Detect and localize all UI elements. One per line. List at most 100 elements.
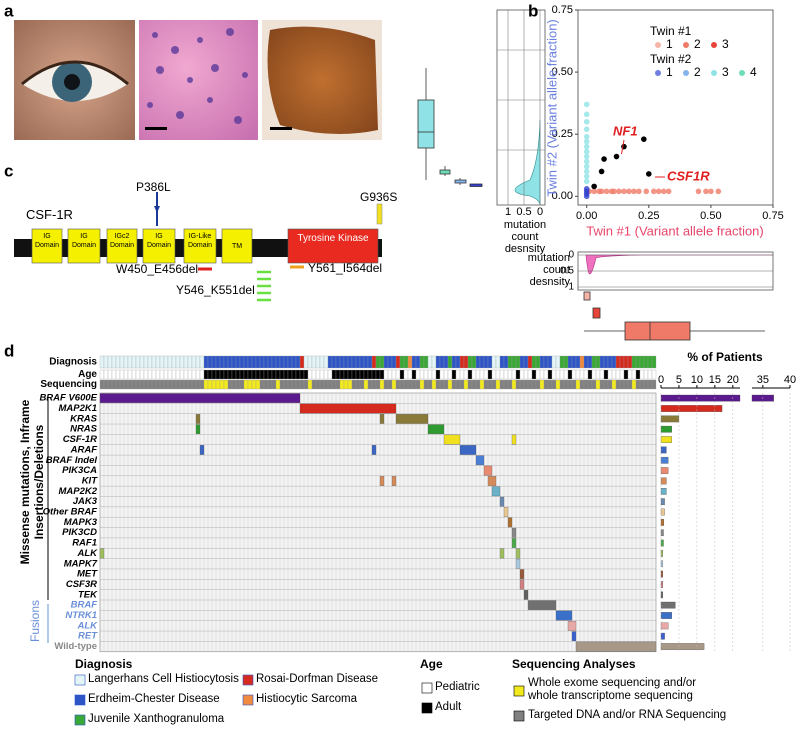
age-cell bbox=[427, 369, 433, 380]
deletion-label: Y546_K551del bbox=[176, 283, 255, 297]
diagnosis-cell bbox=[355, 355, 361, 369]
age-cell bbox=[291, 369, 297, 380]
diagnosis-cell bbox=[223, 355, 229, 369]
domain bbox=[67, 228, 101, 264]
sequencing-cell bbox=[419, 379, 425, 390]
diagnosis-cell bbox=[535, 355, 541, 369]
age-cell bbox=[115, 369, 121, 380]
age-cell bbox=[335, 369, 341, 380]
age-cell bbox=[123, 369, 129, 380]
legend-title: Age bbox=[420, 657, 443, 671]
row-label: RAF1 bbox=[72, 538, 97, 549]
alteration-block bbox=[199, 445, 205, 455]
sequencing-cell bbox=[479, 379, 485, 390]
alteration-block bbox=[555, 610, 573, 621]
diagnosis-cell bbox=[251, 355, 257, 369]
sequencing-cell bbox=[199, 379, 205, 390]
row-label: JAK3 bbox=[73, 496, 98, 507]
age-cell bbox=[243, 369, 249, 380]
age-cell bbox=[475, 369, 481, 380]
diagnosis-cell bbox=[623, 355, 629, 369]
sequencing-cell bbox=[343, 379, 349, 390]
age-cell bbox=[379, 369, 385, 380]
diagnosis-cell bbox=[327, 355, 333, 369]
sequencing-cell bbox=[247, 379, 253, 390]
density-label: mutation count desnsity bbox=[527, 252, 570, 288]
diagnosis-cell bbox=[467, 355, 473, 369]
diagnosis-cell bbox=[559, 355, 565, 369]
sequencing-cell bbox=[643, 379, 649, 390]
sequencing-cell bbox=[263, 379, 269, 390]
sequencing-cell bbox=[355, 379, 361, 390]
percent-bar bbox=[660, 487, 667, 495]
legend-swatch bbox=[655, 42, 661, 48]
diagnosis-cell bbox=[215, 355, 221, 369]
percent-bar bbox=[660, 632, 665, 640]
percent-tick-label: 35 bbox=[757, 374, 769, 386]
data-point bbox=[583, 178, 590, 185]
sequencing-cell bbox=[271, 379, 277, 390]
sequencing-cell bbox=[523, 379, 529, 390]
sequencing-cell bbox=[363, 379, 369, 390]
age-cell bbox=[235, 369, 241, 380]
sequencing-cell bbox=[427, 379, 433, 390]
diagnosis-cell bbox=[111, 355, 117, 369]
age-cell bbox=[643, 369, 649, 380]
percent-bar bbox=[660, 570, 663, 578]
sequencing-cell bbox=[319, 379, 325, 390]
sequencing-cell bbox=[499, 379, 505, 390]
boxplots-twin1 bbox=[583, 291, 765, 341]
age-cell bbox=[411, 369, 417, 380]
sequencing-cell bbox=[155, 379, 161, 390]
diagnosis-cell bbox=[335, 355, 341, 369]
age-cell bbox=[623, 369, 629, 380]
deletion-label: W450_E456del bbox=[116, 262, 199, 276]
sequencing-cell bbox=[487, 379, 493, 390]
diagnosis-cell bbox=[603, 355, 609, 369]
sequencing-cell bbox=[611, 379, 617, 390]
alteration-block bbox=[567, 621, 577, 631]
age-cell bbox=[479, 369, 485, 380]
diagnosis-cell bbox=[427, 355, 433, 369]
diagnosis-cell bbox=[615, 355, 621, 369]
legend-label: 2 bbox=[694, 65, 701, 79]
domain bbox=[142, 228, 176, 264]
diagnosis-cell bbox=[287, 355, 293, 369]
sequencing-cell bbox=[459, 379, 465, 390]
age-cell bbox=[519, 369, 525, 380]
domain bbox=[106, 228, 138, 264]
sequencing-cell bbox=[567, 379, 573, 390]
legend-label: Histiocytic Sarcoma bbox=[256, 693, 357, 705]
data-point bbox=[695, 188, 702, 195]
diagnosis-cell bbox=[651, 355, 657, 369]
diagnosis-cell bbox=[439, 355, 445, 369]
y-tick-label: 0.00 bbox=[552, 190, 573, 202]
percent-bar bbox=[660, 539, 664, 547]
sequencing-cell bbox=[423, 379, 429, 390]
diagnosis-cell bbox=[415, 355, 421, 369]
diagnosis-cell bbox=[123, 355, 129, 369]
sequencing-cell bbox=[527, 379, 533, 390]
diagnosis-cell bbox=[543, 355, 549, 369]
alteration-block bbox=[379, 414, 385, 424]
oncoprint-background bbox=[99, 392, 657, 653]
age-cell bbox=[591, 369, 597, 380]
sequencing-cell bbox=[331, 379, 337, 390]
percent-bar bbox=[660, 622, 669, 630]
alteration-block bbox=[511, 527, 517, 538]
sequencing-cell bbox=[511, 379, 517, 390]
sequencing-cell bbox=[107, 379, 113, 390]
diagnosis-cell bbox=[435, 355, 441, 369]
age-cell bbox=[595, 369, 601, 380]
age-cell bbox=[459, 369, 465, 380]
sequencing-cell bbox=[639, 379, 645, 390]
sequencing-cell bbox=[519, 379, 525, 390]
diagnosis-cell bbox=[579, 355, 585, 369]
sequencing-cell bbox=[159, 379, 165, 390]
diagnosis-cell bbox=[199, 355, 205, 369]
row-label: NRAS bbox=[70, 424, 98, 435]
age-cell bbox=[559, 369, 565, 380]
diagnosis-cell bbox=[343, 355, 349, 369]
diagnosis-cell bbox=[151, 355, 157, 369]
age-cell bbox=[619, 369, 625, 380]
